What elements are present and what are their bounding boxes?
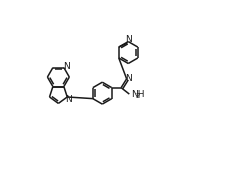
Text: 2: 2 [136,93,140,99]
Text: N: N [63,62,69,71]
Text: N: N [125,35,132,44]
Text: N: N [125,74,132,83]
Text: N: N [65,95,72,104]
Text: NH: NH [131,90,145,99]
